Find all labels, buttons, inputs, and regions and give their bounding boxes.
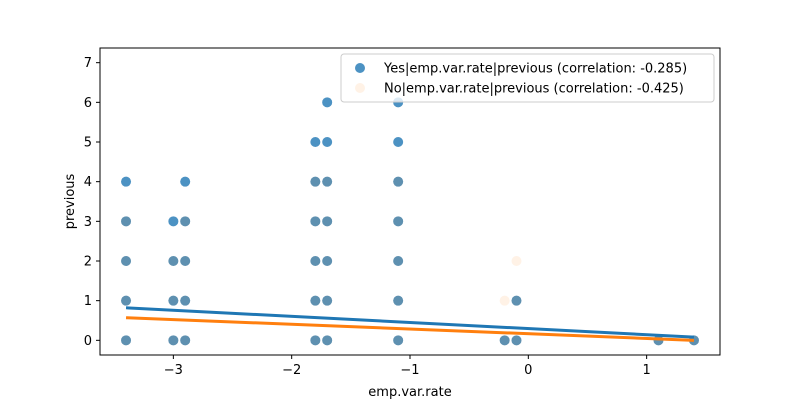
data-point-series-0-17 (310, 216, 321, 227)
y-tick-label: 3 (84, 215, 92, 230)
legend-marker-yes (355, 63, 365, 73)
data-point-series-1-26 (499, 335, 510, 346)
y-tick-label: 7 (84, 56, 92, 71)
trend-line-series-1 (125, 316, 695, 342)
data-point-series-0-27 (393, 335, 404, 346)
data-point-series-0-22 (322, 255, 333, 266)
data-point-series-0-23 (322, 216, 333, 227)
data-point-series-1-27 (499, 295, 510, 306)
x-axis: −3 −2 −1 0 1 (164, 355, 651, 378)
data-point-series-0-30 (393, 216, 404, 227)
legend-marker-no (355, 83, 365, 93)
data-point-series-1-8 (180, 295, 191, 306)
data-point-series-0-25 (322, 137, 333, 148)
data-point-series-1-24 (393, 216, 404, 227)
data-point-series-0-10 (180, 295, 191, 306)
data-point-series-0-21 (322, 295, 333, 306)
x-tick-label: −1 (400, 363, 419, 378)
data-point-series-1-4 (168, 335, 179, 346)
data-point-series-0-6 (168, 295, 179, 306)
y-tick-label: 6 (84, 96, 92, 111)
data-point-series-1-21 (393, 335, 404, 346)
data-point-series-1-30 (511, 255, 522, 266)
data-point-series-0-7 (168, 255, 179, 266)
data-point-series-0-12 (180, 216, 191, 227)
data-point-series-0-20 (322, 335, 333, 346)
y-tick-label: 4 (84, 175, 92, 190)
data-point-series-0-8 (168, 216, 179, 227)
data-point-series-0-5 (168, 335, 179, 346)
data-point-series-1-17 (322, 295, 333, 306)
data-point-series-1-1 (121, 295, 132, 306)
legend-label-no: No|emp.var.rate|previous (correlation: -… (384, 82, 684, 97)
data-point-series-1-2 (121, 255, 132, 266)
data-point-series-1-15 (310, 176, 321, 187)
data-point-series-0-15 (310, 295, 321, 306)
data-point-series-0-24 (322, 176, 333, 187)
trend-layer (125, 306, 695, 342)
data-point-series-0-11 (180, 255, 191, 266)
data-point-series-0-31 (393, 176, 404, 187)
x-tick-label: −3 (164, 363, 183, 378)
data-point-series-0-2 (121, 255, 132, 266)
data-point-series-1-29 (511, 295, 522, 306)
data-point-series-0-32 (393, 137, 404, 148)
data-point-series-0-29 (393, 255, 404, 266)
data-point-series-1-13 (310, 255, 321, 266)
data-point-series-1-6 (168, 255, 179, 266)
data-point-series-1-18 (322, 255, 333, 266)
data-point-series-1-7 (180, 335, 191, 346)
data-point-series-0-34 (499, 335, 510, 346)
data-point-series-0-9 (180, 335, 191, 346)
points-layer (121, 97, 699, 346)
data-point-series-1-3 (121, 216, 132, 227)
data-point-series-0-28 (393, 295, 404, 306)
data-point-series-0-3 (121, 216, 132, 227)
legend-label-yes: Yes|emp.var.rate|previous (correlation: … (383, 62, 687, 77)
data-point-series-1-11 (310, 335, 321, 346)
x-tick-label: 1 (643, 363, 651, 378)
data-point-series-1-12 (310, 295, 321, 306)
data-point-series-0-35 (511, 335, 522, 346)
y-tick-label: 2 (84, 254, 92, 269)
y-tick-label: 0 (84, 334, 92, 349)
data-point-series-0-26 (322, 97, 333, 108)
data-point-series-0-19 (310, 137, 321, 148)
data-point-series-1-10 (180, 216, 191, 227)
data-point-series-1-19 (322, 216, 333, 227)
x-axis-label: emp.var.rate (368, 385, 451, 400)
legend: Yes|emp.var.rate|previous (correlation: … (340, 53, 715, 103)
data-point-series-1-5 (168, 295, 179, 306)
data-point-series-0-16 (310, 255, 321, 266)
data-point-series-0-4 (121, 176, 132, 187)
data-point-series-1-16 (322, 335, 333, 346)
data-point-series-1-28 (511, 335, 522, 346)
y-axis-label: previous (63, 173, 78, 229)
x-tick-label: −2 (282, 363, 301, 378)
data-point-series-0-18 (310, 176, 321, 187)
data-point-series-0-0 (121, 335, 132, 346)
data-point-series-1-0 (121, 335, 132, 346)
data-point-series-1-14 (310, 216, 321, 227)
trend-line-series-0 (125, 306, 695, 339)
data-point-series-0-14 (310, 335, 321, 346)
data-point-series-1-20 (322, 176, 333, 187)
data-point-series-1-25 (393, 176, 404, 187)
data-point-series-0-36 (511, 295, 522, 306)
data-point-series-1-9 (180, 255, 191, 266)
data-point-series-0-13 (180, 176, 191, 187)
y-tick-label: 5 (84, 136, 92, 151)
data-point-series-0-1 (121, 295, 132, 306)
data-point-series-1-23 (393, 255, 404, 266)
y-axis: 0 1 2 3 4 5 6 7 (84, 56, 100, 349)
data-point-series-1-22 (393, 295, 404, 306)
legend-box (340, 53, 715, 103)
y-tick-label: 1 (84, 294, 92, 309)
x-tick-label: 0 (524, 363, 532, 378)
